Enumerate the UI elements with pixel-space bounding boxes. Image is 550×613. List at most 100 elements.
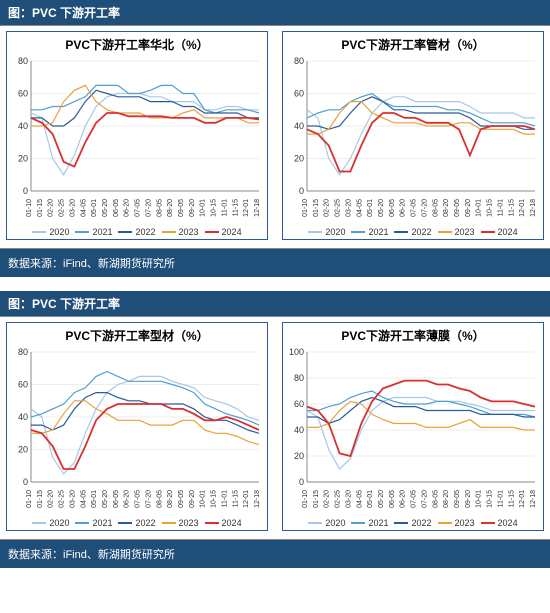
section-title-2: 图：PVC 下游开工率: [0, 291, 550, 317]
svg-text:0: 0: [23, 186, 28, 196]
svg-text:12-18: 12-18: [530, 199, 537, 217]
svg-text:01-15: 01-15: [313, 490, 320, 508]
svg-text:11-15: 11-15: [232, 490, 239, 507]
chart-huabei-plot: 02040608001-1001-1502-2002-2503-2004-050…: [9, 55, 265, 225]
svg-text:60: 60: [18, 380, 28, 390]
svg-text:11-01: 11-01: [497, 490, 504, 507]
svg-text:09-20: 09-20: [189, 199, 196, 217]
svg-text:06-05: 06-05: [389, 490, 396, 508]
chart-guancai-plot: 02040608001-1001-1502-2002-2503-2004-050…: [285, 55, 541, 225]
legend-label: 2020: [325, 227, 345, 237]
svg-text:08-20: 08-20: [167, 490, 174, 508]
legend-label: 2023: [455, 227, 475, 237]
svg-text:11-01: 11-01: [497, 199, 504, 216]
svg-text:07-20: 07-20: [421, 490, 428, 508]
svg-text:0: 0: [299, 477, 304, 487]
svg-text:11-15: 11-15: [508, 199, 515, 216]
svg-text:03-20: 03-20: [69, 199, 76, 217]
legend-label: 2024: [498, 518, 518, 528]
legend-swatch: [351, 231, 365, 233]
svg-text:03-20: 03-20: [69, 490, 76, 508]
svg-text:06-20: 06-20: [124, 199, 131, 217]
chart-xingcai-plot: 02040608001-1001-1502-2002-2503-2004-050…: [9, 346, 265, 516]
legend-item-2020: 2020: [308, 227, 345, 237]
svg-text:04-05: 04-05: [80, 490, 87, 508]
svg-text:80: 80: [294, 56, 304, 66]
svg-text:08-20: 08-20: [443, 199, 450, 217]
svg-text:06-20: 06-20: [400, 490, 407, 508]
svg-text:02-20: 02-20: [324, 490, 331, 508]
svg-text:07-05: 07-05: [135, 199, 142, 217]
svg-text:09-05: 09-05: [178, 490, 185, 508]
legend-swatch: [481, 522, 495, 524]
chart-huabei: PVC下游开工率华北（%） 02040608001-1001-1502-2002…: [6, 31, 268, 240]
svg-text:02-20: 02-20: [48, 490, 55, 508]
svg-text:20: 20: [294, 154, 304, 164]
legend-swatch: [118, 522, 132, 524]
legend-label: 2021: [368, 227, 388, 237]
chart-huabei-title: PVC下游开工率华北（%）: [9, 36, 265, 53]
chart-guancai-title: PVC下游开工率管材（%）: [285, 36, 541, 53]
legend-label: 2020: [49, 227, 69, 237]
svg-text:06-05: 06-05: [389, 199, 396, 217]
svg-text:06-20: 06-20: [400, 199, 407, 217]
legend-item-2023: 2023: [162, 518, 199, 528]
svg-text:07-05: 07-05: [411, 490, 418, 508]
svg-text:01-10: 01-10: [26, 490, 33, 508]
legend-item-2022: 2022: [118, 227, 155, 237]
svg-text:08-05: 08-05: [432, 490, 439, 508]
legend-label: 2022: [411, 227, 431, 237]
svg-text:12-01: 12-01: [243, 490, 250, 508]
svg-text:10-01: 10-01: [200, 199, 207, 217]
svg-text:08-05: 08-05: [432, 199, 439, 217]
legend-label: 2020: [49, 518, 69, 528]
legend-item-2021: 2021: [75, 227, 112, 237]
legend-item-2022: 2022: [394, 227, 431, 237]
legend-swatch: [32, 522, 46, 524]
svg-text:60: 60: [294, 399, 304, 409]
svg-text:40: 40: [18, 412, 28, 422]
svg-text:12-01: 12-01: [519, 199, 526, 217]
legend-swatch: [438, 231, 452, 233]
svg-text:20: 20: [18, 154, 28, 164]
chart-xingcai-legend: 20202021202220232024: [9, 518, 265, 528]
svg-text:10-01: 10-01: [476, 490, 483, 508]
svg-text:09-20: 09-20: [465, 199, 472, 217]
svg-text:12-18: 12-18: [254, 199, 261, 217]
svg-text:10-15: 10-15: [211, 490, 218, 508]
svg-text:12-18: 12-18: [254, 490, 261, 508]
chart-xingcai: PVC下游开工率型材（%） 02040608001-1001-1502-2002…: [6, 322, 268, 531]
legend-swatch: [75, 522, 89, 524]
legend-swatch: [481, 231, 495, 233]
legend-label: 2023: [179, 518, 199, 528]
svg-text:02-25: 02-25: [335, 199, 342, 217]
chart-bomo-title: PVC下游开工率薄膜（%）: [285, 327, 541, 344]
svg-text:60: 60: [294, 89, 304, 99]
legend-label: 2024: [222, 227, 242, 237]
chart-guancai-legend: 2020 2021 2022 2023 2024: [285, 227, 541, 237]
svg-text:10-15: 10-15: [211, 199, 218, 217]
legend-label: 2021: [92, 227, 112, 237]
svg-text:80: 80: [294, 373, 304, 383]
svg-text:02-25: 02-25: [59, 490, 66, 508]
svg-text:01-10: 01-10: [26, 199, 33, 217]
legend-item-2020: 2020: [32, 518, 69, 528]
legend-swatch: [394, 522, 408, 524]
legend-item-2021: 2021: [351, 227, 388, 237]
chart-row-2: PVC下游开工率型材（%） 02040608001-1001-1502-2002…: [0, 317, 550, 533]
svg-text:05-01: 05-01: [91, 199, 98, 217]
svg-text:11-15: 11-15: [508, 490, 515, 507]
legend-item-2024: 2024: [481, 227, 518, 237]
svg-text:12-18: 12-18: [530, 490, 537, 508]
legend-item-2021: 2021: [351, 518, 388, 528]
svg-text:0: 0: [23, 477, 28, 487]
svg-text:02-25: 02-25: [335, 490, 342, 508]
legend-swatch: [205, 231, 219, 233]
legend-item-2020: 2020: [308, 518, 345, 528]
svg-text:01-15: 01-15: [37, 199, 44, 217]
legend-label: 2022: [135, 227, 155, 237]
svg-text:05-01: 05-01: [367, 199, 374, 217]
svg-text:08-20: 08-20: [443, 490, 450, 508]
svg-text:07-05: 07-05: [411, 199, 418, 217]
svg-text:12-01: 12-01: [519, 490, 526, 508]
